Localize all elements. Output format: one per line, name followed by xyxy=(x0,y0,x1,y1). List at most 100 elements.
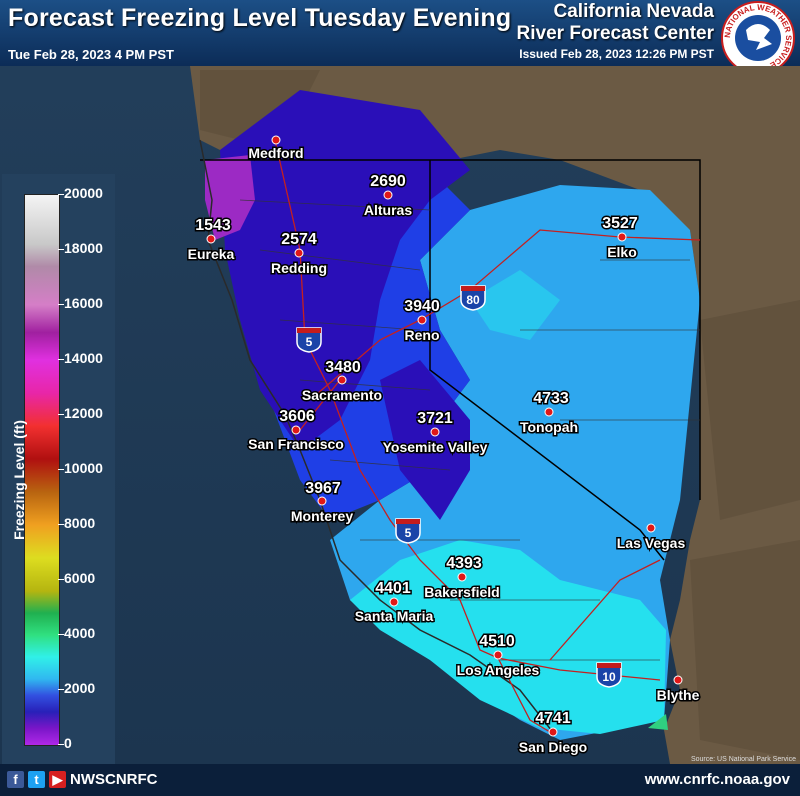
freezing-level-value: 3606 xyxy=(279,408,315,425)
interstate-shield-icon xyxy=(296,327,322,353)
legend-tick-label: 18000 xyxy=(64,240,103,256)
city-dot xyxy=(457,572,467,582)
legend-tick-label: 0 xyxy=(64,735,72,751)
freezing-level-value: 3721 xyxy=(417,410,453,427)
freezing-level-value: 3527 xyxy=(602,215,638,232)
freezing-level-value: 4733 xyxy=(533,390,569,407)
freezing-level-value: 3967 xyxy=(305,480,341,497)
city-name-label: Bakersfield xyxy=(424,584,499,600)
legend-tick-mark xyxy=(58,744,64,745)
city-dot xyxy=(544,407,554,417)
map-source: Source: US National Park Service xyxy=(691,756,796,763)
coastline xyxy=(199,139,556,736)
legend-title: Freezing Level (ft) xyxy=(11,420,27,540)
city-dot xyxy=(383,190,393,200)
city-name-label: Los Angeles xyxy=(457,662,540,678)
city-dot xyxy=(646,523,656,533)
city-name-label: Yosemite Valley xyxy=(383,439,488,455)
interstate-number: 5 xyxy=(306,335,313,349)
legend-tick-label: 6000 xyxy=(64,570,96,586)
city-dot xyxy=(294,248,304,258)
legend-tick-label: 12000 xyxy=(64,405,103,421)
legend-tick-label: 20000 xyxy=(64,185,103,201)
freezing-level-value: 4741 xyxy=(535,710,571,727)
map-title: Forecast Freezing Level Tuesday Evening xyxy=(8,4,512,32)
legend-tick-label: 14000 xyxy=(64,350,103,366)
header-bar: Forecast Freezing Level Tuesday Evening … xyxy=(0,0,800,75)
interstate-shield: 10 xyxy=(596,662,622,688)
city-dot xyxy=(417,315,427,325)
freezing-level-value: 4510 xyxy=(479,633,515,650)
freezing-level-value: 2690 xyxy=(370,173,406,190)
youtube-icon[interactable]: ▶ xyxy=(49,771,66,788)
legend-tick-mark xyxy=(58,634,64,635)
city-name-label: Medford xyxy=(248,145,303,161)
city-name-label: Tonopah xyxy=(520,419,578,435)
freezing-level-value: 2574 xyxy=(281,231,317,248)
city-dot xyxy=(206,234,216,244)
zone-cyan-central xyxy=(470,270,560,340)
city-name-label: Santa Maria xyxy=(355,608,434,624)
city-name-label: Sacramento xyxy=(302,387,382,403)
city-markers: Medford Eureka 1543 Alturas 2690 Redding 2574 E… xyxy=(186,135,701,757)
zone-deep-blue-sierra xyxy=(380,360,470,520)
city-name-label: San Francisco xyxy=(248,436,344,452)
legend-tick-mark xyxy=(58,469,64,470)
facebook-icon[interactable]: f xyxy=(7,771,24,788)
city-dot xyxy=(337,375,347,385)
interstate-shields: 80 5 5 10 xyxy=(296,285,622,688)
freezing-level-value: 4401 xyxy=(375,580,411,597)
state-border xyxy=(200,159,701,561)
legend-color-bar xyxy=(24,194,60,746)
legend-tick-label: 2000 xyxy=(64,680,96,696)
city-dot xyxy=(673,675,683,685)
freezing-level-map: Source: US National Park Service 805510 … xyxy=(0,66,800,764)
interstate-shield: 5 xyxy=(296,327,322,353)
website-link[interactable]: www.cnrfc.noaa.gov xyxy=(644,771,790,788)
interstate-number: 80 xyxy=(466,293,480,307)
freezing-level-value: 4393 xyxy=(446,555,482,572)
freezing-level-value: 3480 xyxy=(325,359,361,376)
legend-tick-mark xyxy=(58,359,64,360)
city-dot xyxy=(291,425,301,435)
interstate-shield-band xyxy=(597,663,621,668)
city-name-label: Monterey xyxy=(291,508,353,524)
twitter-icon[interactable]: t xyxy=(28,771,45,788)
county-lines xyxy=(239,199,700,661)
zone-deep-blue xyxy=(220,90,470,450)
footer-bar: f t ▶ NWSCNRFC www.cnrfc.noaa.gov xyxy=(0,764,800,796)
legend-tick-mark xyxy=(58,689,64,690)
interstate-shield-band xyxy=(297,328,321,333)
freezing-level-value: 3940 xyxy=(404,298,440,315)
city-name-label: Eureka xyxy=(188,246,235,262)
legend-tick-mark xyxy=(58,194,64,195)
legend-tick-label: 8000 xyxy=(64,515,96,531)
zone-cyan xyxy=(350,540,666,734)
legend-tick-mark xyxy=(58,304,64,305)
interstate-shield: 80 xyxy=(460,285,486,311)
city-dot xyxy=(389,597,399,607)
city-dot xyxy=(317,496,327,506)
interstate-number: 10 xyxy=(602,670,616,684)
city-dot xyxy=(430,427,440,437)
zone-purple xyxy=(205,155,255,240)
city-dot xyxy=(493,650,503,660)
social-handle[interactable]: NWSCNRFC xyxy=(70,771,158,788)
legend-tick-mark xyxy=(58,249,64,250)
legend-tick-mark xyxy=(58,524,64,525)
legend-tick-mark xyxy=(58,579,64,580)
zone-green xyxy=(648,714,668,730)
city-name-label: Blythe xyxy=(657,687,700,703)
freezing-level-value: 1543 xyxy=(195,217,231,234)
valid-time: Tue Feb 28, 2023 4 PM PST xyxy=(8,47,174,62)
city-name-label: San Diego xyxy=(519,739,587,755)
org-name-line2: River Forecast Center xyxy=(516,23,714,44)
city-name-label: Reno xyxy=(405,327,440,343)
city-name-label: Redding xyxy=(271,260,327,276)
city-name-label: Las Vegas xyxy=(617,535,686,551)
interstate-shield: 5 xyxy=(395,518,421,544)
interstate-shield-band xyxy=(396,519,420,524)
nws-logo-icon[interactable]: NATIONAL WEATHER SERVICE xyxy=(720,0,796,76)
land-texture xyxy=(200,70,800,760)
city-name-label: Alturas xyxy=(364,202,412,218)
